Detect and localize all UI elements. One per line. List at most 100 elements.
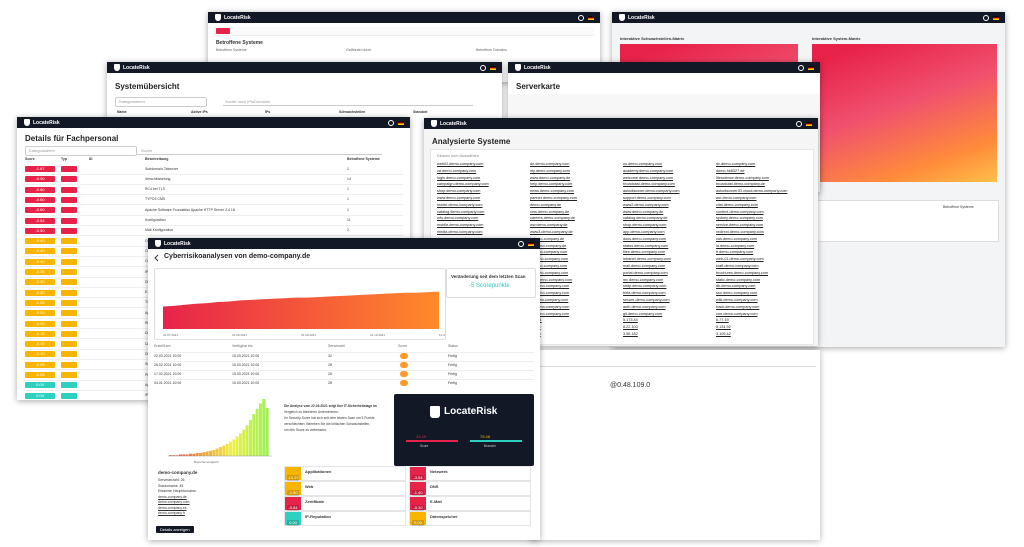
domain-link: help.demo-company.com (530, 182, 573, 187)
domain-link: 3.105.42 (716, 332, 731, 336)
category-score: -1.40 (412, 490, 424, 496)
change-box: Veränderung seit dem letzten Scan -5 Scor… (446, 268, 536, 298)
trend-area (163, 291, 439, 329)
domain-link: intranet.demo-company.com (623, 257, 671, 262)
category-card: Datenspeicher 0.00 (409, 511, 531, 526)
label: 15.03.2021 10:00 (232, 372, 260, 376)
alert-row (214, 27, 594, 36)
settings-icon (518, 241, 524, 247)
histogram-bar (209, 450, 212, 456)
score-pill: -0.35 (25, 269, 55, 275)
histogram-bar (242, 429, 246, 456)
label: Erstellt am (154, 344, 171, 348)
category-score: 0.00 (287, 520, 299, 526)
trend-chart: 01.07.2021 01.08.2021 01.09.2021 01.10.2021… (163, 291, 454, 337)
label: Fertig (448, 381, 457, 385)
category-score: -1.90 (287, 490, 299, 496)
histogram-bar (172, 455, 176, 456)
logo-icon (114, 64, 120, 71)
domain-link: jobs.demo-company.com (530, 277, 573, 282)
label: RC4 bei TLS (145, 187, 165, 192)
histogram-bar (215, 448, 219, 456)
domain-link: www.demo-company.de (623, 209, 664, 214)
score-pill: -0.60 (25, 207, 55, 214)
domain-link: www.demo-company.de (530, 175, 571, 180)
type-pill (61, 227, 77, 234)
row-divider (23, 194, 403, 196)
domain-link: cms.demo-company.de (530, 209, 570, 214)
x-tick-label: 11.03.2021 (439, 333, 445, 337)
label: 15.03.2021 10:00 (232, 354, 260, 358)
details-button[interactable]: Details anzeigen (156, 526, 194, 533)
domain-link: beta.demo-company.com (623, 291, 666, 296)
logo-icon (619, 14, 625, 21)
score-pill: -0.54 (25, 217, 55, 224)
label: Netzwerk (430, 469, 448, 474)
domain-link: 3.56.182 (623, 332, 638, 336)
label: Klicken zum Auswählen (437, 153, 480, 158)
domain-link: db.demo-company.com (716, 284, 756, 289)
label: Betroffene Systeme (943, 205, 974, 209)
label: demo-company.de (158, 494, 187, 499)
label: Score (398, 344, 408, 348)
category-icon (285, 497, 301, 510)
label: 15.03.2021 10:00 (232, 381, 260, 385)
header-bar: LocateRisk (508, 62, 820, 73)
header-bar: LocateRisk (107, 62, 502, 73)
header-bar: LocateRisk (17, 117, 410, 128)
domain-link: content.demo-company.com (716, 209, 764, 214)
label: TYPO3 CMS (145, 197, 166, 202)
header-bar: LocateRisk (424, 118, 818, 129)
domain-link: kraft.demo-company.com (716, 264, 759, 268)
label: E-Mail (430, 499, 442, 504)
label: Fertig (448, 354, 457, 358)
type-pill (61, 289, 77, 296)
x-tick-label: 01.08.2021 (232, 333, 247, 337)
domain-link: login.demo-company.com (437, 175, 481, 180)
domain-link: dk.demo-company.com (530, 311, 570, 316)
histogram-bar (189, 453, 192, 456)
score-pill: -0.40 (25, 238, 55, 245)
domain-link: shop.demo-company.com (437, 189, 481, 194)
label: Serverzahl (328, 344, 345, 348)
domain-link: media.demo-company.com (437, 230, 483, 234)
domain-link: shop.demo-company.com (623, 223, 667, 228)
domain-link: cas.demo-company.com (716, 236, 758, 241)
score-pill: -1.67 (25, 166, 55, 172)
label: 1 (347, 207, 349, 212)
logo-text: LocateRisk (628, 15, 655, 21)
domain-link: crm.demo-company.com (716, 311, 758, 316)
label: 15.03.2021 10:00 (232, 363, 260, 367)
score-badge (400, 371, 408, 377)
domain-link: be.demo-company.com (530, 304, 570, 309)
domain-link: my.demo-company.com (530, 168, 570, 173)
label: 28 (328, 372, 332, 376)
domain-link: demo-company.de (530, 202, 562, 207)
label: IPs (265, 110, 271, 114)
domain-link: de.demo-company.com (530, 162, 570, 166)
label: Vergleich zu ähnlichen Unternehmen. (284, 410, 339, 414)
trend-box: 01.07.2021 01.08.2021 01.09.2021 01.10.2021… (154, 268, 454, 340)
label: 17.02.2021 10:00 (154, 372, 182, 376)
label: Beschreibung (145, 157, 169, 161)
type-pill (61, 166, 77, 172)
domain-link: ir.demo-company.de (530, 236, 565, 241)
category-card: Applikationen -10.27 (284, 466, 406, 481)
domain-link: service.demo-company.com (716, 223, 764, 228)
histogram-bar (232, 439, 236, 456)
category-card: DNS -1.40 (409, 481, 531, 496)
label: Veränderung seit dem letzten Scan (451, 274, 526, 279)
domain-link: support.demo-company.com (623, 196, 671, 200)
type-pill (61, 186, 77, 193)
domain-link: lifescience.demo-company.com (716, 175, 769, 180)
label: Applikationen (305, 469, 332, 474)
settings-icon (480, 65, 486, 71)
score-pill: -0.10 (25, 341, 55, 348)
histogram-bar (175, 455, 179, 456)
header-bar: LocateRisk (148, 238, 540, 249)
filter-input (115, 97, 207, 107)
header-bar: LocateRisk (612, 12, 1005, 23)
matrix-table: Betroffene Systeme (812, 200, 999, 242)
score-pill: -0.90 (25, 176, 55, 183)
settings-icon (983, 15, 989, 21)
